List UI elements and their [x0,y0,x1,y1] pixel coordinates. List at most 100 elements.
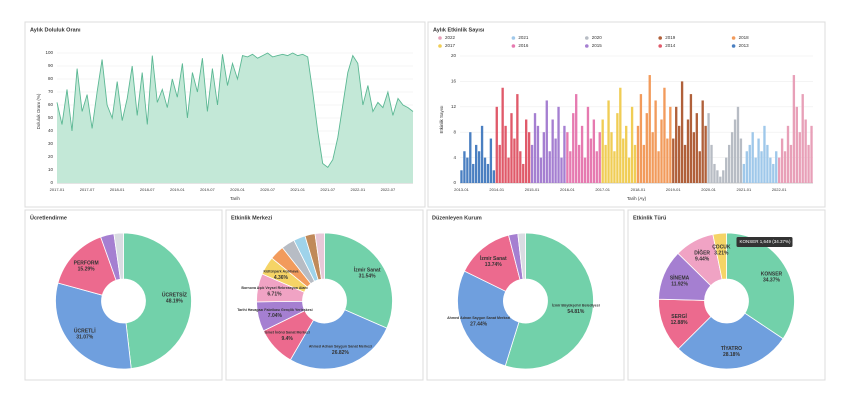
bar [525,119,528,183]
y-tick-label: 10 [48,167,54,172]
pie-slice [324,232,393,329]
slice-label: SERGİ [671,313,687,320]
bar [648,75,651,183]
bar [707,113,710,183]
slice-label: ÜCRETSİZ [162,291,187,298]
pie-slice [289,309,388,370]
slice-value-label: 34.37% [763,277,781,283]
bar [492,170,495,183]
bar [725,157,728,183]
panel-title: Etkinlik Merkezi [231,215,273,221]
slice-label: İsmet İnönü Sanat Merkezi [265,331,310,335]
y-tick-label: 90 [48,63,54,68]
slice-label: İzmir Sanat [354,266,381,273]
legend-marker [731,44,736,48]
pie-slice [55,282,132,370]
bar [548,151,551,183]
tooltip: KONSER 1,649 (34.37%) [740,239,792,244]
bar [560,157,563,183]
bar [669,106,672,183]
bar [772,163,775,183]
y-tick-label: 100 [45,50,53,55]
bar [604,144,607,183]
bar [625,125,628,183]
pie-slice [504,232,594,370]
slice-label: DİĞER [694,249,710,257]
bar [501,87,504,183]
bar [660,119,663,183]
bar [798,132,801,183]
bar [677,125,681,183]
bar [651,132,654,183]
bar [598,132,601,183]
x-tick-label: 2018-07 [140,187,155,192]
bar [613,151,616,183]
bar [745,151,748,183]
tooltip-box [736,237,793,247]
bar [545,100,548,183]
x-tick-label: 2022-01 [351,187,366,192]
x-tick-label: 2013-01 [454,187,469,192]
legend-marker [658,36,662,40]
bar [542,132,546,183]
x-tick-label: 2019-01 [170,187,185,192]
bar [780,138,784,183]
x-tick-label: 2017-01 [50,187,65,192]
panel-title: Aylık Etkinlik Sayısı [433,27,485,33]
legend-label: 2019 [665,35,676,40]
bar [513,138,516,183]
bar [710,144,713,183]
pie-slice [314,232,325,280]
slice-value-label: 12.88% [671,320,689,326]
x-tick-label: 2016-01 [560,187,575,192]
bar [619,87,622,183]
legend-marker [511,44,516,48]
x-tick-label: 2022-07 [381,187,396,192]
bar [736,106,740,183]
bar [489,138,493,183]
bar [754,157,757,183]
x-tick-label: 2014-01 [489,187,504,192]
slice-value-label: 15.29% [78,267,96,273]
bar [616,113,619,183]
bar [486,163,490,183]
bar [575,94,578,183]
bar [536,125,540,183]
bar [698,151,701,183]
bar [522,163,525,183]
legend-label: 2021 [518,35,529,40]
bar [713,163,716,183]
bar [607,100,610,183]
legend-label: 2018 [739,35,750,40]
x-tick-label: 2017-07 [80,187,95,192]
bar [630,106,634,183]
legend-label: 2022 [445,35,456,40]
y-tick-label: 8 [453,129,456,134]
bar [719,176,722,183]
slice-value-label: 54.81% [567,309,585,315]
bar [654,100,657,183]
bar [686,119,690,183]
y-tick-label: 30 [48,141,54,146]
slice-value-label: 13.74% [485,262,503,268]
y-tick-label: 12 [451,104,457,109]
bar [692,132,696,183]
pie-slice [677,312,784,370]
pie-slice [712,232,727,280]
y-tick-label: 70 [48,89,54,94]
bar [589,138,593,183]
legend-marker [658,44,662,48]
bar [778,157,781,183]
bar [751,132,754,183]
bar [516,94,519,183]
bar [695,113,698,183]
bar [810,125,813,183]
bar [586,106,590,183]
bar [610,132,613,183]
slice-label: Ahmed Adnan Saygun Sanat Merkezi [447,316,510,320]
y-tick-label: 0 [50,180,53,185]
slice-value-label: 3.21% [714,251,729,257]
bar [566,132,569,183]
bar [657,151,660,183]
y-tick-label: 50 [48,115,54,120]
